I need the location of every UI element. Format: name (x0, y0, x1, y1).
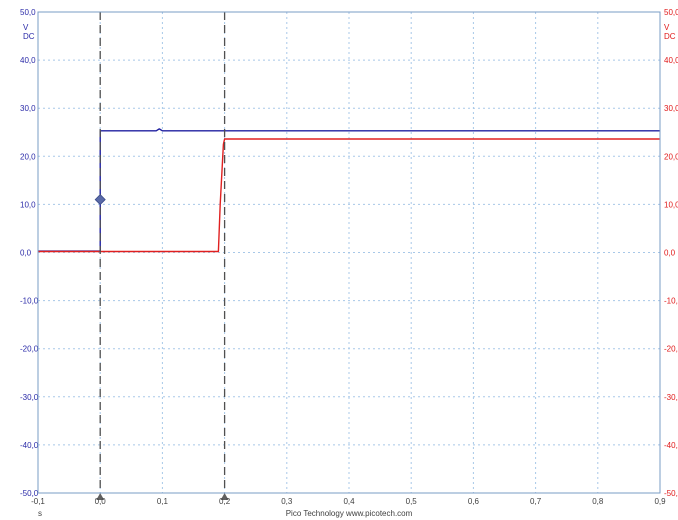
left-axis-unit: V (23, 23, 29, 32)
footer-credit: Pico Technology www.picotech.com (286, 509, 413, 518)
y-tick-label-left: 20,0 (20, 152, 36, 161)
y-tick-label-right: -30,0 (664, 393, 678, 402)
y-tick-label-right: 0,0 (664, 249, 676, 258)
x-tick-label: 0,5 (406, 497, 418, 506)
cursor-handle-2[interactable] (220, 493, 229, 500)
y-tick-label-right: 30,0 (664, 104, 678, 113)
y-tick-label-left: 10,0 (20, 200, 36, 209)
series-line-2 (38, 138, 660, 253)
right-axis-coupling: DC (664, 32, 676, 41)
y-tick-label-left: -50,0 (20, 489, 39, 498)
x-tick-label: 0,1 (157, 497, 169, 506)
y-tick-label-left: 0,0 (20, 249, 32, 258)
y-tick-label-right: 50,0 (664, 8, 678, 17)
x-tick-label: -0,1 (31, 497, 45, 506)
x-tick-label: 0,6 (468, 497, 480, 506)
y-tick-label-left: -30,0 (20, 393, 39, 402)
x-tick-label: 0,7 (530, 497, 542, 506)
y-tick-label-left: -40,0 (20, 441, 39, 450)
y-tick-label-left: 30,0 (20, 104, 36, 113)
tick-labels: 50,0 50,0 40,0 40,0 30,0 30,0 20,0 20,0 10,0 10,0… (20, 8, 678, 518)
y-tick-label-left: 40,0 (20, 56, 36, 65)
x-tick-label: 0,8 (592, 497, 604, 506)
y-tick-label-right: 40,0 (664, 56, 678, 65)
y-tick-label-left: -10,0 (20, 297, 39, 306)
cursor-layer[interactable] (94, 12, 229, 500)
plot-frame (37, 11, 661, 494)
trigger-marker[interactable] (94, 194, 106, 206)
y-tick-label-left: -20,0 (20, 345, 39, 354)
cursor-handle-1[interactable] (96, 493, 105, 500)
x-tick-label: 0,0 (95, 497, 107, 506)
x-tick-label: 0,2 (219, 497, 231, 506)
x-tick-label: 0,4 (343, 497, 355, 506)
y-tick-label-right: 10,0 (664, 200, 678, 209)
y-tick-label-right: -10,0 (664, 297, 678, 306)
y-tick-label-right: -50,0 (664, 489, 678, 498)
y-tick-label-right: 20,0 (664, 152, 678, 161)
y-tick-label-right: -20,0 (664, 345, 678, 354)
x-tick-label: 0,3 (281, 497, 293, 506)
x-tick-label: 0,9 (654, 497, 666, 506)
x-axis-unit: s (38, 509, 42, 518)
right-axis-unit: V (664, 23, 670, 32)
y-tick-label-right: -40,0 (664, 441, 678, 450)
left-axis-coupling: DC (23, 32, 35, 41)
y-tick-label-left: 50,0 (20, 8, 36, 17)
